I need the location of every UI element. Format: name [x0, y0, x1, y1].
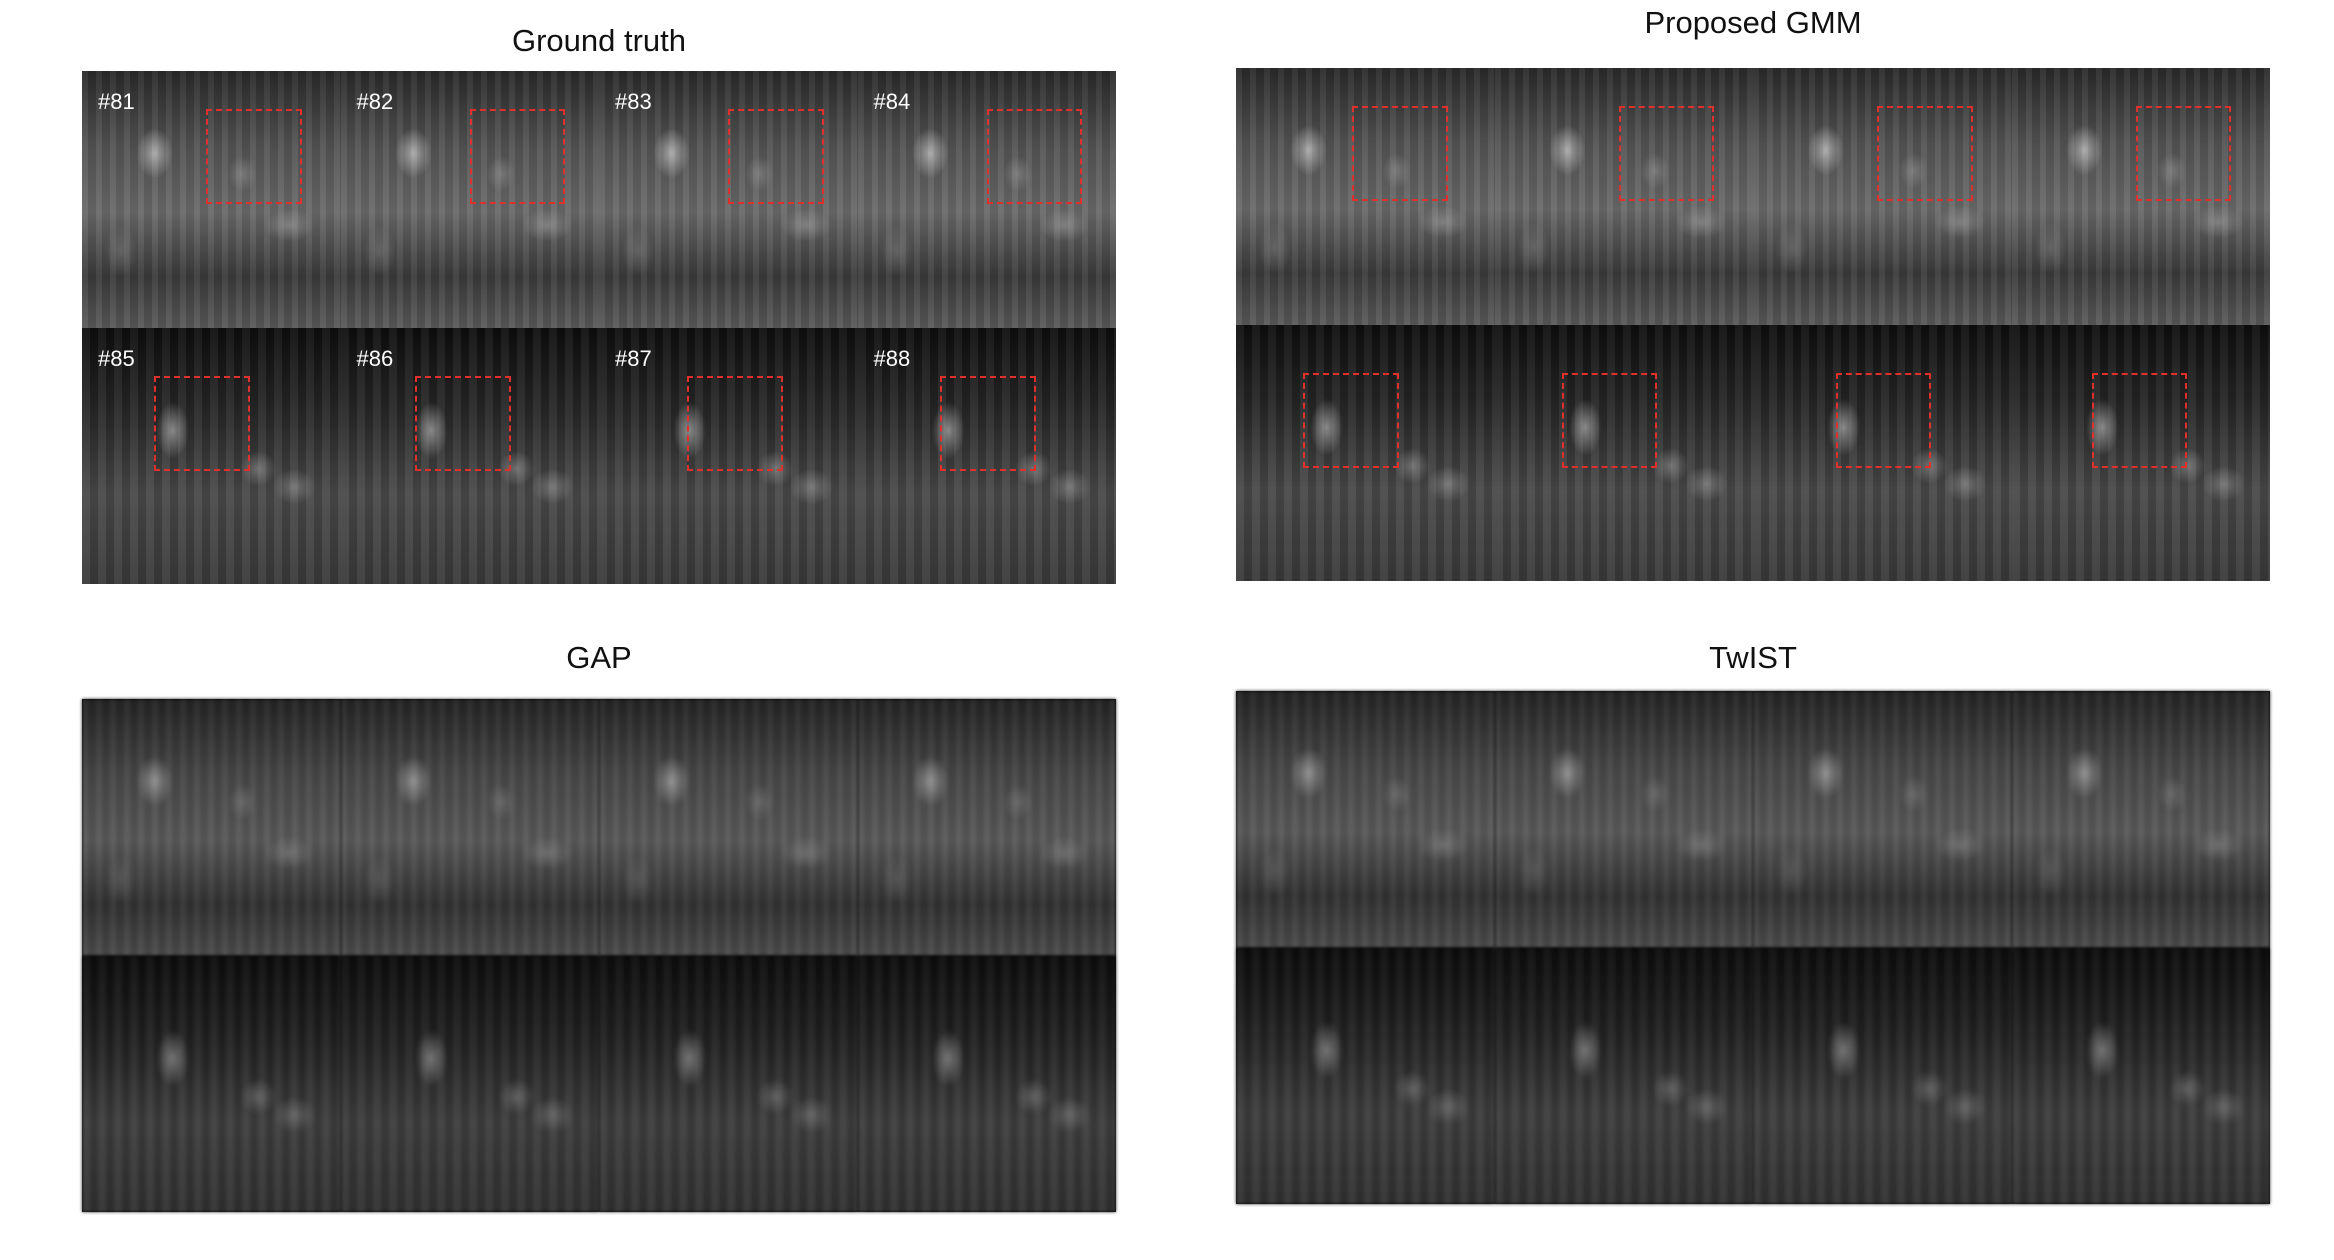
frame-85 — [1236, 947, 1495, 1204]
roi-box — [1352, 106, 1448, 202]
frame-83 — [1753, 68, 2012, 325]
panel-title: GAP — [566, 640, 632, 675]
roi-box — [1877, 106, 1973, 202]
frame-81 — [1236, 68, 1495, 325]
panel-proposed-gmm: Proposed GMM — [1236, 0, 2270, 582]
frame-81 — [82, 699, 341, 956]
frame-grid: #81 #82 #83 #84 #85 #86 #87 #88 — [82, 71, 1116, 584]
frame-83: #83 — [599, 71, 858, 328]
frame-81 — [1236, 691, 1495, 948]
roi-box — [1561, 373, 1658, 469]
roi-box — [728, 109, 824, 205]
panel-ground-truth: Ground truth #81 #82 #83 #84 #85 #86 #87… — [82, 20, 1116, 585]
roi-box — [469, 109, 566, 205]
frame-87: #87 — [599, 327, 858, 584]
frame-88 — [2011, 324, 2270, 581]
frame-86 — [340, 955, 599, 1212]
frame-grid — [1236, 68, 2270, 581]
frame-label: #87 — [615, 345, 652, 371]
roi-box — [1618, 106, 1715, 202]
panel-title: Proposed GMM — [1644, 5, 1862, 40]
frame-85: #85 — [82, 327, 341, 584]
frame-84 — [2011, 691, 2270, 948]
frame-83 — [599, 699, 858, 956]
frame-82: #82 — [340, 71, 599, 328]
roi-box — [2091, 373, 2188, 469]
frame-label: #85 — [98, 345, 135, 371]
frame-label: #83 — [615, 89, 652, 114]
roi-box — [1835, 373, 1932, 469]
frame-84: #84 — [857, 71, 1116, 328]
roi-box — [2135, 106, 2232, 202]
frame-84 — [2011, 68, 2270, 325]
frame-88 — [2011, 947, 2270, 1204]
frame-87 — [1753, 947, 2012, 1204]
frame-grid — [82, 699, 1116, 1212]
frame-86: #86 — [340, 327, 599, 584]
roi-box — [415, 376, 512, 472]
frame-85 — [1236, 324, 1495, 581]
frame-label: #84 — [873, 89, 911, 114]
frame-82 — [1494, 68, 1753, 325]
roi-box — [986, 109, 1083, 205]
panel-twist: TwIST — [1236, 640, 2270, 1205]
frame-label: #88 — [873, 345, 911, 371]
frame-87 — [1753, 324, 2012, 581]
frame-82 — [340, 699, 599, 956]
panel-title: TwIST — [1709, 640, 1797, 675]
frame-label: #81 — [98, 89, 135, 114]
frame-86 — [1494, 324, 1753, 581]
frame-85 — [82, 955, 341, 1212]
frame-86 — [1494, 947, 1753, 1204]
roi-box — [206, 109, 302, 205]
frame-83 — [1753, 691, 2012, 948]
roi-box — [940, 376, 1036, 472]
frame-81: #81 — [82, 71, 341, 328]
roi-box — [154, 376, 251, 472]
frame-87 — [599, 955, 858, 1212]
frame-grid — [1236, 691, 2270, 1204]
frame-label: #86 — [356, 345, 394, 371]
panel-gap: GAP — [82, 640, 1116, 1213]
panel-title: Ground truth — [511, 23, 687, 58]
frame-84 — [857, 699, 1116, 956]
roi-box — [686, 376, 783, 472]
roi-box — [1303, 373, 1399, 469]
frame-label: #82 — [356, 89, 394, 114]
frame-88: #88 — [857, 327, 1116, 584]
frame-82 — [1494, 691, 1753, 948]
frame-88 — [857, 955, 1116, 1212]
